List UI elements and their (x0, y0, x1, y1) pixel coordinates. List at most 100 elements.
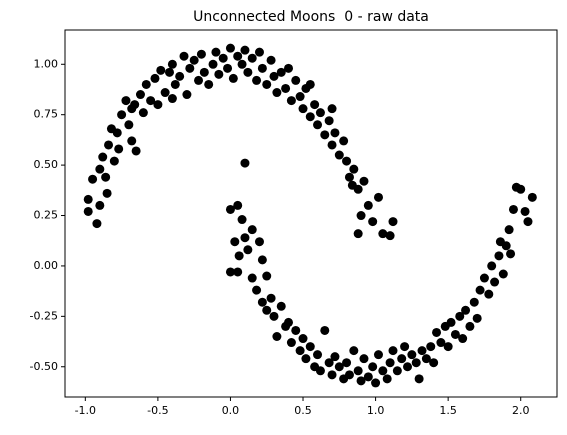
point (363, 200, 373, 210)
point (247, 273, 257, 283)
point (429, 358, 439, 368)
point (298, 104, 308, 114)
point (153, 100, 163, 110)
point (392, 366, 402, 376)
point (334, 362, 344, 372)
point (397, 354, 407, 364)
point (506, 249, 516, 259)
point (313, 350, 323, 360)
point (127, 104, 137, 114)
point (523, 217, 533, 227)
point (520, 206, 530, 216)
point (109, 156, 119, 166)
point (185, 63, 195, 73)
point (342, 156, 352, 166)
y-tick-label: -0.25 (30, 309, 58, 322)
point (334, 150, 344, 160)
point (223, 63, 233, 73)
point (421, 354, 431, 364)
point (211, 47, 221, 57)
point (359, 176, 369, 186)
x-tick-label: 0.0 (222, 404, 240, 417)
point (527, 192, 537, 202)
point (182, 90, 192, 100)
point (228, 73, 238, 83)
point (382, 374, 392, 384)
point (102, 188, 112, 198)
point (272, 88, 282, 98)
point (446, 317, 456, 327)
point (237, 59, 247, 69)
point (353, 229, 363, 239)
point (310, 100, 320, 110)
point (135, 90, 145, 100)
point (465, 321, 475, 331)
point (252, 285, 262, 295)
point (95, 200, 105, 210)
point (498, 269, 508, 279)
point (179, 51, 189, 61)
point (286, 338, 296, 348)
point (156, 65, 166, 75)
x-tick-label: 1.0 (367, 404, 385, 417)
point (243, 245, 253, 255)
chart-title: Unconnected Moons 0 - raw data (193, 9, 429, 25)
point (98, 152, 108, 162)
point (327, 140, 337, 150)
point (315, 108, 325, 118)
point (276, 301, 286, 311)
point (269, 311, 279, 321)
point (305, 112, 315, 122)
point (104, 140, 114, 150)
point (164, 67, 174, 77)
point (266, 55, 276, 65)
point (417, 346, 427, 356)
point (233, 200, 243, 210)
x-tick-label: 0.5 (294, 404, 312, 417)
point (138, 108, 148, 118)
point (378, 229, 388, 239)
point (472, 313, 482, 323)
point (313, 120, 323, 130)
point (320, 130, 330, 140)
point (305, 79, 315, 89)
point (443, 342, 453, 352)
point (189, 55, 199, 65)
point (359, 354, 369, 364)
point (388, 217, 398, 227)
point (504, 225, 514, 235)
point (240, 45, 250, 55)
point (385, 231, 395, 241)
point (298, 334, 308, 344)
point (247, 53, 257, 63)
point (101, 172, 111, 182)
point (92, 219, 102, 229)
point (194, 75, 204, 85)
point (131, 146, 141, 156)
point (327, 104, 337, 114)
point (266, 293, 276, 303)
point (88, 174, 98, 184)
point (407, 350, 417, 360)
point (233, 267, 243, 277)
point (479, 273, 489, 283)
point (327, 370, 337, 380)
point (124, 120, 134, 130)
point (516, 184, 526, 194)
point (324, 358, 334, 368)
point (214, 69, 224, 79)
point (252, 75, 262, 85)
point (257, 63, 267, 73)
point (127, 136, 137, 146)
point (458, 334, 468, 344)
point (508, 204, 518, 214)
point (276, 67, 286, 77)
point (315, 366, 325, 376)
point (284, 317, 294, 327)
point (272, 332, 282, 342)
point (160, 88, 170, 98)
point (204, 79, 214, 89)
point (487, 261, 497, 271)
point (83, 206, 93, 216)
